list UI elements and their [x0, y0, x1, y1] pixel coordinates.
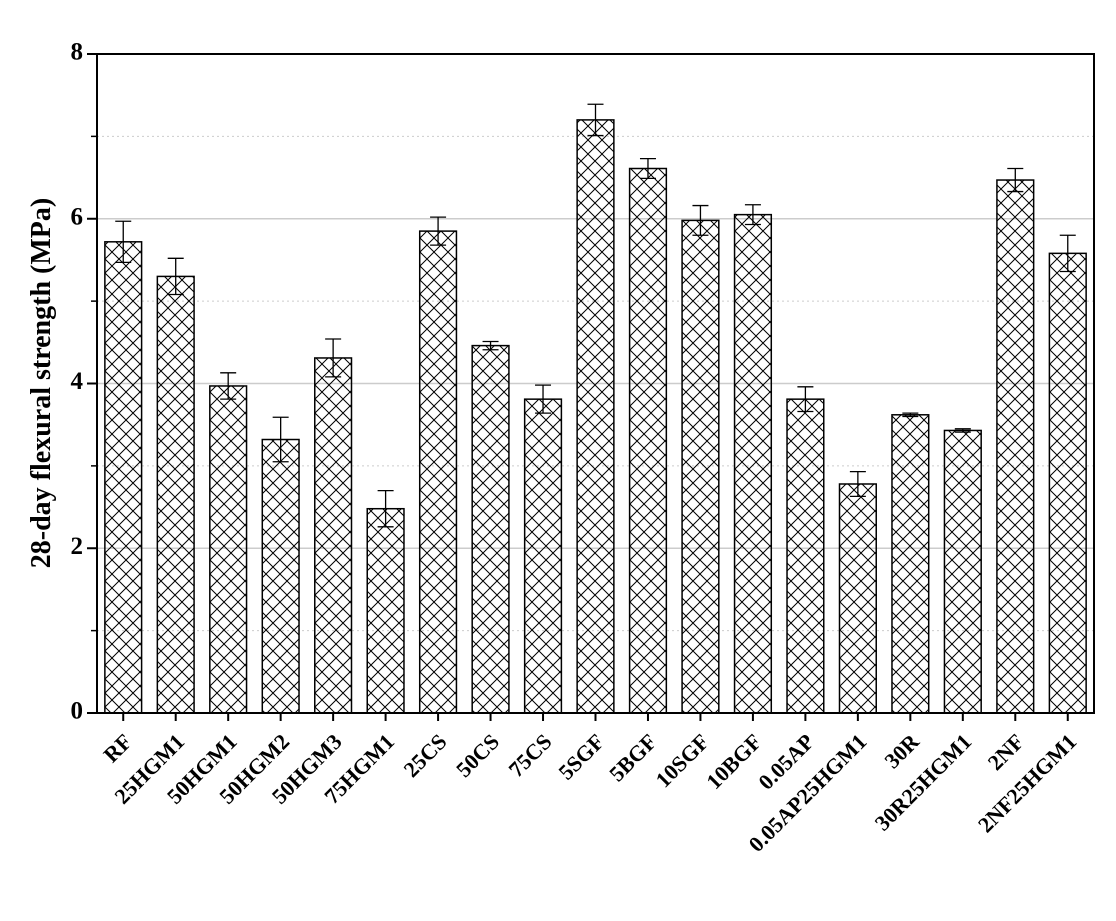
bar	[314, 357, 353, 714]
bar	[786, 398, 825, 714]
bar	[576, 119, 615, 714]
bar	[261, 438, 300, 714]
error-bar	[377, 489, 394, 528]
error-bar	[639, 157, 656, 180]
error-bar	[1007, 167, 1024, 193]
error-bar	[430, 216, 447, 246]
bar	[681, 219, 720, 714]
bar	[471, 344, 510, 714]
error-bar	[535, 384, 552, 414]
bar	[838, 483, 877, 714]
error-bar	[115, 220, 132, 264]
error-bar	[797, 386, 814, 413]
bar	[156, 275, 195, 714]
x-tick-label: RF	[98, 729, 136, 767]
bar	[209, 385, 248, 714]
error-bar	[744, 204, 761, 226]
x-tick-label: 75CS	[503, 729, 556, 782]
error-bar	[692, 204, 709, 236]
error-bar	[849, 470, 866, 498]
y-tick-label: 6	[71, 203, 84, 230]
x-tick-label: 10SGF	[650, 729, 713, 792]
bar	[943, 429, 982, 714]
bar	[418, 230, 458, 714]
bar	[733, 213, 773, 714]
bar	[628, 167, 668, 714]
bar	[996, 179, 1035, 714]
x-tick-label: 30R	[879, 728, 924, 773]
error-bar	[167, 257, 184, 296]
bar	[104, 241, 143, 714]
y-tick-label: 4	[71, 368, 84, 395]
error-bar	[220, 372, 237, 400]
error-bar	[482, 340, 499, 351]
y-tick-label: 2	[71, 533, 84, 560]
bar	[1048, 252, 1087, 714]
x-tick-label: 25CS	[398, 729, 451, 782]
error-bar	[325, 338, 342, 378]
bar	[891, 414, 930, 714]
bar	[523, 398, 563, 714]
x-tick-label: 30R25HGM1	[870, 729, 977, 836]
y-axis-label: 28-day flexural strength (MPa)	[26, 198, 57, 568]
x-tick-label: 2NF	[983, 729, 1029, 775]
x-tick-label: 5SGF	[553, 729, 609, 785]
y-tick-label: 0	[71, 698, 84, 725]
x-tick-label: 50CS	[451, 729, 504, 782]
plot-frame	[96, 53, 1095, 714]
x-tick-label: 10BGF	[701, 729, 766, 794]
error-bar	[587, 103, 604, 137]
error-bar	[1059, 234, 1076, 273]
bar	[366, 507, 405, 714]
y-tick-label: 8	[71, 39, 84, 66]
error-bar	[272, 416, 289, 463]
error-bar	[954, 428, 971, 433]
error-bar	[902, 412, 919, 418]
